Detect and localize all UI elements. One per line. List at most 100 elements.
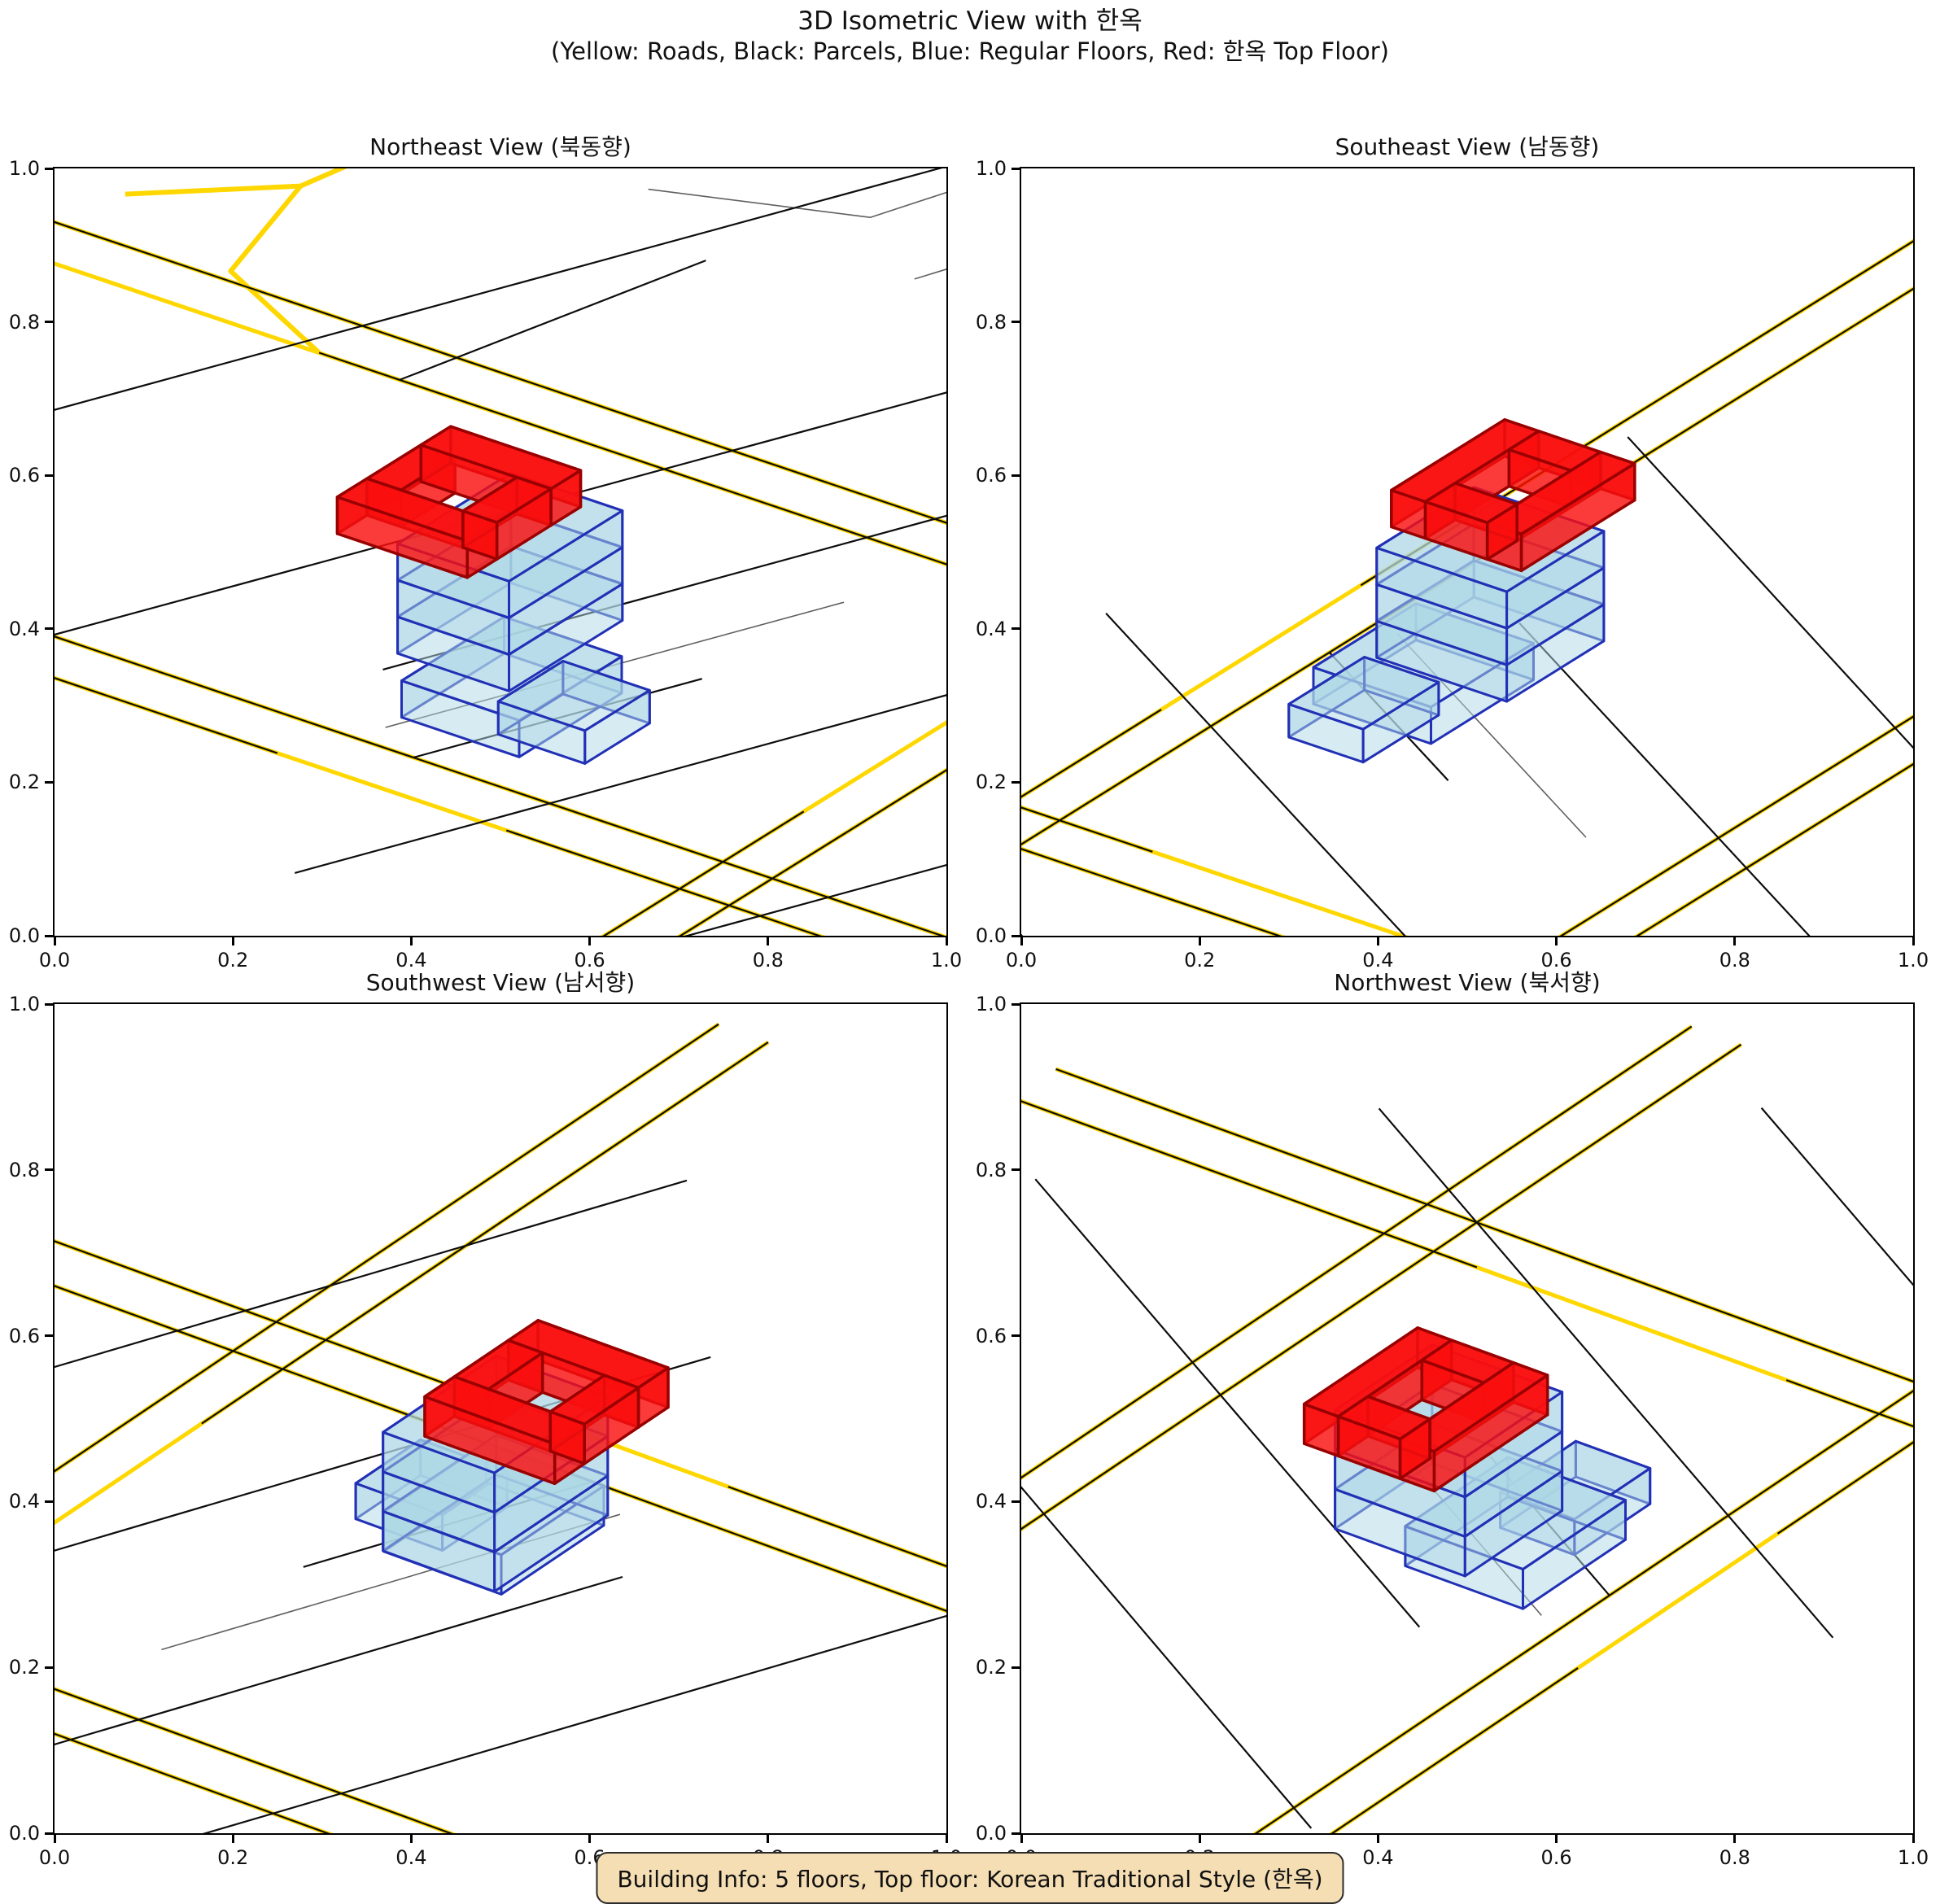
x-tick-label: 0.0 xyxy=(38,949,71,972)
x-tick-label: 0.8 xyxy=(1719,949,1750,972)
y-tick-label: 0.8 xyxy=(975,1158,1007,1181)
building-info-box: Building Info: 5 floors, Top floor: Kore… xyxy=(596,1852,1344,1904)
plot-area-northeast: 0.0 0.2 0.4 0.6 0.8 1.0 0.0 0.2 0.4 0.6 0.8 1.0 xyxy=(9,157,962,972)
y-tick-label: 1.0 xyxy=(975,993,1007,1015)
x-tick-label: 0.2 xyxy=(217,1846,249,1869)
x-tick-mark xyxy=(231,1833,234,1843)
y-tick-mark xyxy=(45,1666,55,1669)
building-box-hanok-wall-south xyxy=(1423,482,1518,561)
y-tick-label: 1.0 xyxy=(8,157,40,180)
subplot-title-southeast: Southeast View (남동향) xyxy=(1335,133,1600,160)
x-tick-mark xyxy=(1198,936,1201,945)
y-tick-mark xyxy=(1012,167,1021,170)
subplot-title-northwest: Northwest View (북서향) xyxy=(1334,969,1601,996)
building-layer xyxy=(354,1319,670,1596)
x-tick-label: 0.6 xyxy=(574,949,605,972)
x-tick-mark xyxy=(1376,936,1379,945)
plot-canvas-northeast xyxy=(55,168,946,936)
y-tick-label: 0.0 xyxy=(975,924,1007,947)
y-tick-mark xyxy=(45,321,55,324)
y-tick-mark xyxy=(45,627,55,631)
y-tick-label: 0.8 xyxy=(8,310,40,334)
subplot-northwest: Northwest View (북서향) 0.0 0.2 0.4 0.6 0.8 1.0 0… xyxy=(976,969,1929,1869)
y-tick-label: 0.6 xyxy=(975,464,1007,487)
subplot-northeast: Northeast View (북동향) 0.0 0.2 0.4 0.6 0.8 1.0 0… xyxy=(9,133,962,972)
x-tick-mark xyxy=(1912,1833,1915,1843)
y-tick-mark xyxy=(1012,474,1021,477)
y-tick-mark xyxy=(1012,321,1021,324)
figure-subtitle: (Yellow: Roads, Black: Parcels, Blue: Re… xyxy=(551,37,1389,65)
y-tick-label: 0.6 xyxy=(8,464,40,487)
y-tick-label: 0.0 xyxy=(8,1822,40,1845)
x-tick-label: 0.2 xyxy=(217,949,249,972)
x-tick-label: 0.0 xyxy=(38,1846,71,1869)
y-tick-mark xyxy=(1012,1832,1021,1835)
y-tick-label: 0.6 xyxy=(975,1324,1007,1347)
y-tick-mark xyxy=(45,1334,55,1338)
y-tick-label: 1.0 xyxy=(975,157,1007,180)
x-tick-label: 0.0 xyxy=(1005,949,1038,972)
x-tick-mark xyxy=(1198,1833,1201,1843)
x-tick-label: 0.6 xyxy=(1540,1846,1572,1869)
parcels-layer xyxy=(1021,1025,1913,1833)
y-tick-label: 0.0 xyxy=(975,1822,1007,1845)
y-tick-label: 0.4 xyxy=(975,617,1007,640)
x-tick-mark xyxy=(1733,936,1737,945)
y-tick-mark xyxy=(1012,1334,1021,1338)
x-tick-mark xyxy=(588,936,592,945)
y-tick-mark xyxy=(1012,934,1021,937)
y-tick-mark xyxy=(45,1832,55,1835)
y-tick-label: 0.2 xyxy=(8,1656,40,1679)
plot-area-northwest: 0.00.20.40.60.81.00.00.20.40.60.81.0 xyxy=(976,993,1929,1869)
subplot-title-southwest: Southwest View (남서향) xyxy=(365,969,636,996)
x-tick-label: 0.4 xyxy=(1362,1846,1394,1869)
subplot-title-northeast: Northeast View (북동향) xyxy=(369,133,631,160)
x-tick-mark xyxy=(945,1833,948,1843)
y-tick-mark xyxy=(45,167,55,170)
subplot-southwest: Southwest View (남서향) 0.0 0.2 0.4 0.6 0.8 1.0 0… xyxy=(9,969,962,1869)
plot-area-southwest: 0.00.20.40.60.81.00.00.20.40.60.81.0 xyxy=(9,993,962,1869)
y-tick-mark xyxy=(1012,1168,1021,1172)
x-tick-mark xyxy=(409,1833,413,1843)
building-box-hanok-wall-north xyxy=(1336,1395,1431,1480)
y-tick-mark xyxy=(1012,1666,1021,1669)
building-layer xyxy=(1287,418,1636,764)
plot-area-southeast: 0.0 0.2 0.4 0.6 0.8 1.0 0.0 0.2 0.4 0.6 0.8 1.0 xyxy=(976,157,1929,972)
building-layer xyxy=(335,425,651,765)
y-tick-mark xyxy=(1012,627,1021,631)
x-tick-mark xyxy=(767,936,770,945)
y-tick-label: 0.4 xyxy=(8,617,40,640)
x-tick-mark xyxy=(1555,936,1558,945)
x-tick-mark xyxy=(1020,936,1023,945)
x-tick-mark xyxy=(945,936,948,945)
y-tick-label: 1.0 xyxy=(8,993,40,1015)
x-tick-label: 0.4 xyxy=(1362,949,1394,972)
y-tick-label: 0.2 xyxy=(8,771,40,794)
x-tick-label: 0.6 xyxy=(1540,949,1572,972)
y-tick-label: 0.8 xyxy=(8,1158,40,1181)
x-tick-label: 0.2 xyxy=(1184,949,1216,972)
x-tick-label: 1.0 xyxy=(1897,1846,1929,1869)
building-box-hanok-wall-north xyxy=(548,1373,640,1465)
y-tick-mark xyxy=(45,934,55,937)
x-tick-mark xyxy=(231,936,234,945)
x-tick-label: 0.4 xyxy=(395,1846,427,1869)
y-tick-label: 0.0 xyxy=(8,924,40,947)
y-tick-mark xyxy=(1012,1002,1021,1006)
y-tick-label: 0.4 xyxy=(975,1490,1007,1513)
y-tick-mark xyxy=(45,1168,55,1172)
y-tick-label: 0.2 xyxy=(975,1656,1007,1679)
building-layer xyxy=(1302,1326,1652,1610)
y-tick-mark xyxy=(45,474,55,477)
x-tick-mark xyxy=(1020,1833,1023,1843)
building-box-hanok-wall-south xyxy=(461,475,553,561)
figure-title: 3D Isometric View with 한옥 xyxy=(797,7,1143,36)
x-tick-label: 1.0 xyxy=(1897,949,1929,972)
y-tick-mark xyxy=(45,1500,55,1503)
subplot-southeast: Southeast View (남동향) 0.0 0.2 0.4 0.6 0.8 1.0 0… xyxy=(976,133,1929,972)
x-tick-mark xyxy=(767,1833,770,1843)
y-tick-mark xyxy=(45,1002,55,1006)
x-tick-mark xyxy=(409,936,413,945)
x-tick-mark xyxy=(53,1833,56,1843)
